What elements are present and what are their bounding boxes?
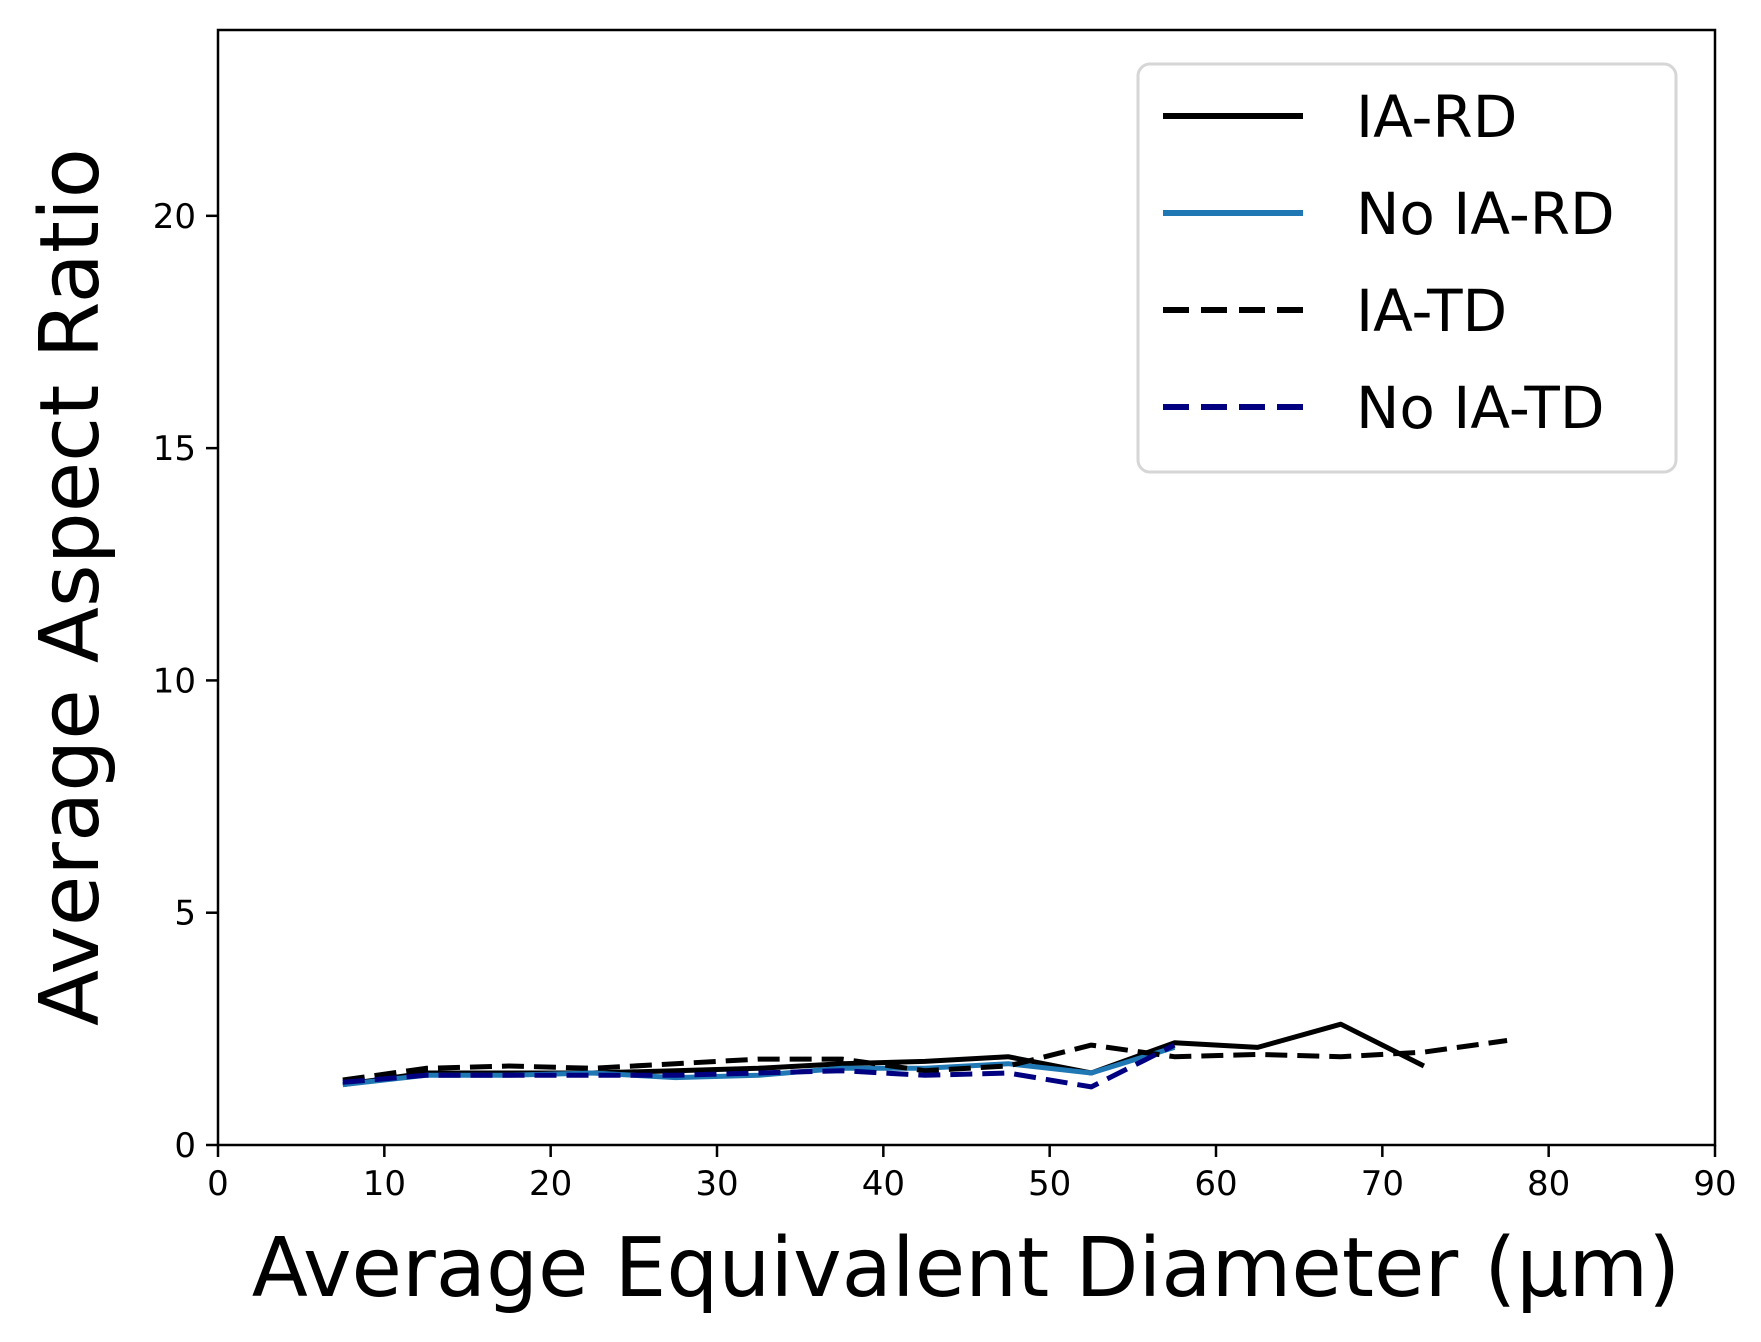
legend: IA-RD No IA-RD IA-TD No IA-TD — [1136, 62, 1678, 474]
legend-box — [1136, 62, 1678, 474]
y-axis-title: Average Aspect Ratio — [23, 148, 118, 1026]
y-tick-label: 15 — [153, 429, 196, 469]
x-axis: 0 10 20 30 40 50 60 70 80 90 — [207, 1145, 1737, 1204]
y-tick-label: 20 — [153, 197, 196, 237]
x-tick-label: 80 — [1527, 1164, 1570, 1204]
x-tick-label: 60 — [1194, 1164, 1237, 1204]
series-line-no-ia-td — [342, 1042, 1176, 1090]
x-tick-label: 90 — [1693, 1164, 1736, 1204]
y-tick-label: 0 — [174, 1126, 196, 1166]
y-axis: 0 5 10 15 20 — [153, 197, 218, 1166]
y-tick-label: 10 — [153, 661, 196, 701]
x-axis-title: Average Equivalent Diameter (µm) — [252, 1221, 1681, 1316]
series-layer — [342, 1021, 1508, 1090]
legend-label: No IA-TD — [1356, 374, 1605, 442]
x-tick-label: 10 — [363, 1164, 406, 1204]
y-tick-label: 5 — [174, 894, 196, 934]
series-line-ia-td — [342, 1038, 1508, 1083]
legend-label: No IA-RD — [1356, 180, 1615, 248]
x-tick-label: 70 — [1361, 1164, 1404, 1204]
x-tick-label: 20 — [529, 1164, 572, 1204]
x-tick-label: 50 — [1028, 1164, 1071, 1204]
x-tick-label: 30 — [695, 1164, 738, 1204]
plot-frame — [216, 28, 1717, 1147]
legend-label: IA-RD — [1356, 83, 1517, 151]
x-tick-label: 40 — [862, 1164, 905, 1204]
x-tick-label: 0 — [207, 1164, 229, 1204]
legend-label: IA-TD — [1356, 277, 1507, 345]
